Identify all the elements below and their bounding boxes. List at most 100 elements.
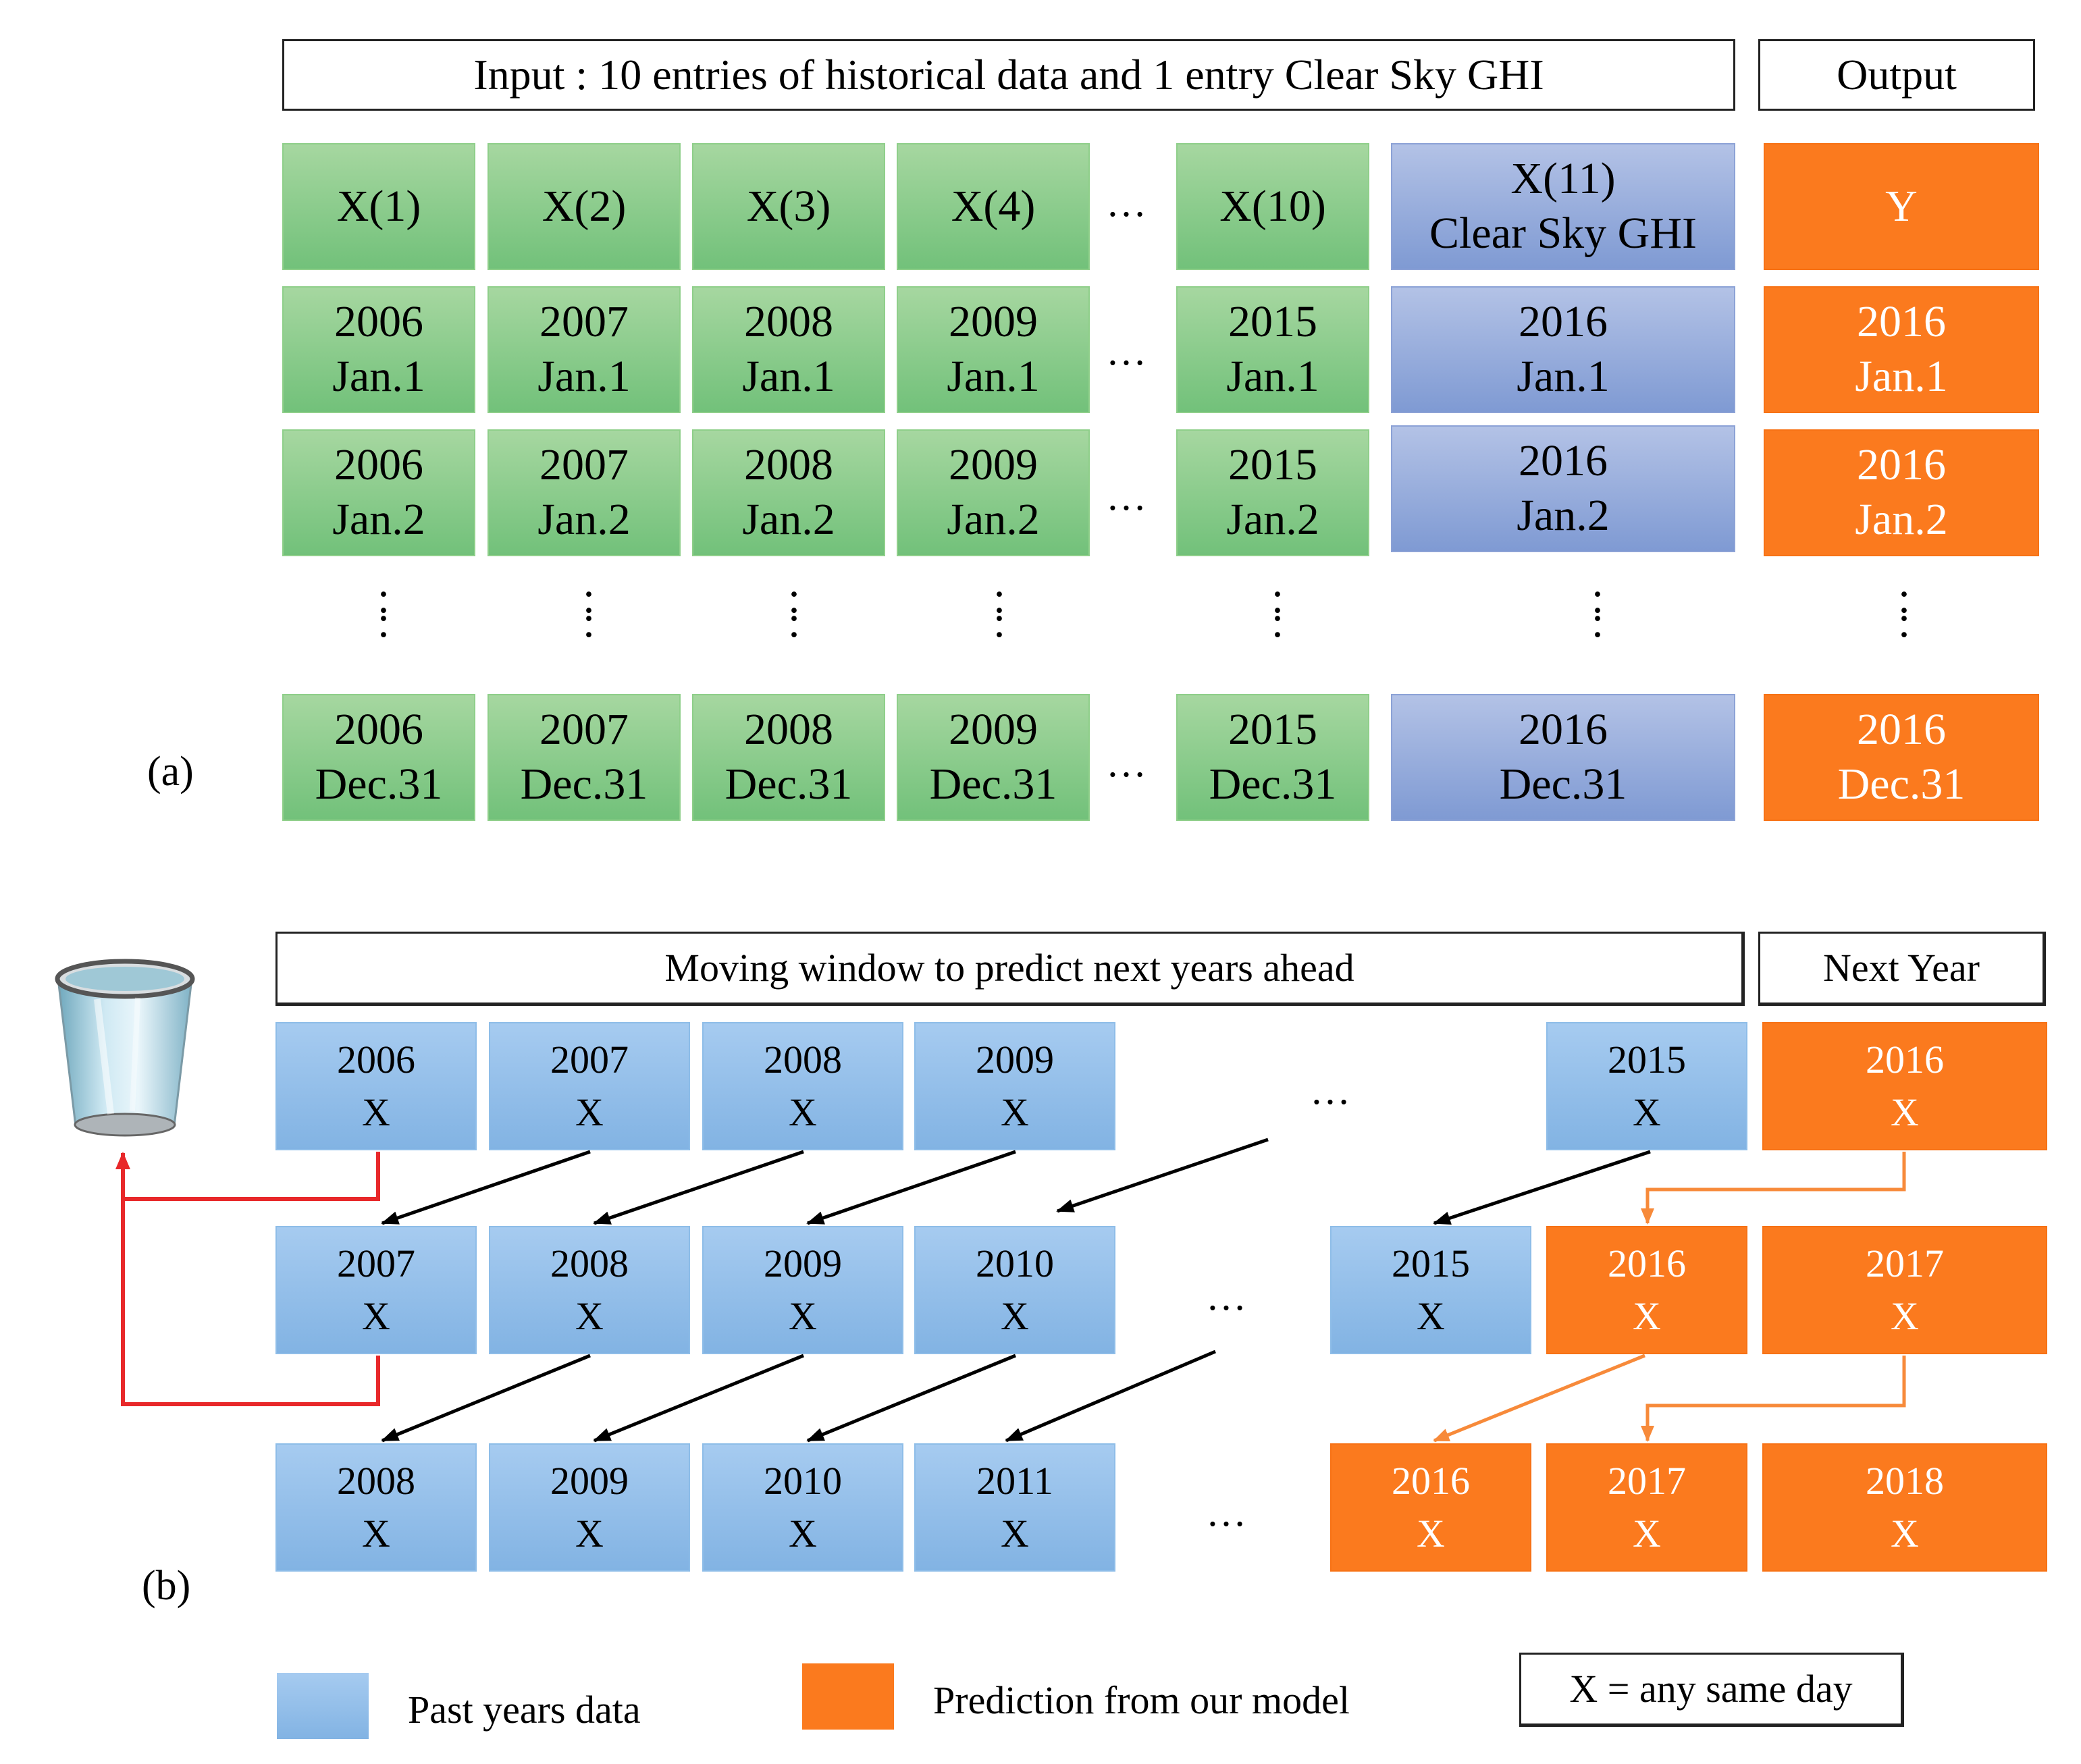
cell-text: X	[575, 1512, 604, 1555]
cell-text: 2007	[337, 1241, 415, 1285]
cell-text: 2009	[976, 1037, 1054, 1081]
cell-text: 2006	[334, 440, 423, 490]
cell-text: 2009	[949, 297, 1038, 347]
cell-text: 2008	[337, 1458, 415, 1503]
panel-a-label: (a)	[147, 749, 194, 795]
data-cell: 2007 Jan.1	[488, 286, 681, 413]
trash-bin-icon	[55, 959, 195, 1137]
ellipsis: …	[1206, 1274, 1246, 1318]
ellipsis: …	[1206, 1490, 1246, 1534]
cell-text: X	[1417, 1512, 1445, 1555]
cell-text: X	[789, 1090, 817, 1134]
ellipsis: …	[1310, 1068, 1350, 1113]
cell-text: Y	[1885, 181, 1918, 231]
data-cell: 2006 Jan.2	[282, 429, 475, 556]
cell-text: 2016	[1857, 705, 1946, 755]
cell-text: 2008	[744, 440, 833, 490]
prediction-feed-arrow	[1641, 1152, 1906, 1225]
discard-line	[121, 1199, 380, 1406]
output-header-text: Output	[1837, 51, 1957, 99]
input-header: Input : 10 entries of historical data an…	[282, 39, 1735, 111]
cell-text: Dec.31	[929, 759, 1057, 809]
ellipsis: …	[1106, 329, 1147, 373]
cell-text: Jan.2	[332, 495, 425, 544]
cell-text: 2016	[1857, 297, 1946, 347]
past-year-cell: 2007 X	[489, 1022, 690, 1150]
discard-arrow	[115, 1152, 380, 1201]
cell-text: X	[789, 1294, 817, 1338]
clear-sky-cell: 2016 Jan.2	[1391, 425, 1735, 552]
cell-text: X	[1891, 1512, 1919, 1555]
data-cell: 2009 Jan.2	[897, 429, 1090, 556]
output-header: Output	[1758, 39, 2035, 111]
data-cell: 2015 Dec.31	[1176, 694, 1369, 821]
ellipsis: …	[1106, 474, 1147, 518]
cell-text: X(11)	[1510, 154, 1616, 204]
cell-text: 2008	[744, 297, 833, 347]
prediction-feed-arrow	[1641, 1356, 1906, 1442]
data-cell: 2008 Dec.31	[692, 694, 885, 821]
x4-header-cell: X(4)	[897, 143, 1090, 270]
moving-window-header: Moving window to predict next years ahea…	[275, 932, 1745, 1006]
cell-text: Jan.1	[947, 352, 1040, 401]
past-year-cell: 2015 X	[1330, 1226, 1531, 1354]
cell-text: 2009	[949, 705, 1038, 755]
moving-window-header-text: Moving window to predict next years ahea…	[664, 946, 1354, 990]
legend-key-text: X = any same day	[1569, 1667, 1853, 1711]
cell-text: 2007	[550, 1037, 629, 1081]
cell-text: 2007	[539, 297, 629, 347]
past-year-cell: 2010 X	[914, 1226, 1115, 1354]
legend-past-swatch	[277, 1673, 369, 1739]
cell-text: 2009	[949, 440, 1038, 490]
cell-text: X	[362, 1512, 390, 1555]
past-year-cell: 2009 X	[489, 1443, 690, 1572]
cell-text: X	[789, 1512, 817, 1555]
cell-text: X(4)	[951, 181, 1036, 231]
past-year-cell: 2009 X	[702, 1226, 903, 1354]
cell-text: 2015	[1228, 705, 1317, 755]
data-cell: 2006 Dec.31	[282, 694, 475, 821]
panel-b-label: (b)	[142, 1563, 191, 1609]
past-year-cell: 2009 X	[914, 1022, 1115, 1150]
past-year-cell: 2010 X	[702, 1443, 903, 1572]
cell-text: X	[1001, 1294, 1029, 1338]
cell-text: Jan.1	[1517, 352, 1610, 401]
prediction-cell: 2018 X	[1762, 1443, 2047, 1572]
shift-arrow	[381, 1150, 591, 1225]
cell-text: Jan.2	[1226, 495, 1319, 544]
ellipsis: …	[1106, 180, 1147, 225]
cell-text: Jan.2	[1855, 495, 1948, 544]
input-header-text: Input : 10 entries of historical data an…	[473, 51, 1544, 99]
vertical-dots: : :	[582, 573, 596, 647]
past-year-cell: 2008 X	[702, 1022, 903, 1150]
cell-text: 2015	[1228, 440, 1317, 490]
cell-text: 2016	[1519, 297, 1608, 347]
cell-text: X(2)	[542, 181, 627, 231]
cell-text: Jan.1	[537, 352, 631, 401]
cell-text: Jan.1	[742, 352, 835, 401]
shift-arrow	[593, 1354, 804, 1443]
cell-text: X	[575, 1090, 604, 1134]
past-year-cell: 2007 X	[275, 1226, 477, 1354]
data-cell: 2008 Jan.2	[692, 429, 885, 556]
data-cell: 2008 Jan.1	[692, 286, 885, 413]
cell-text: Jan.2	[742, 495, 835, 544]
data-cell: 2007 Jan.2	[488, 429, 681, 556]
prediction-cell: 2016 X	[1330, 1443, 1531, 1572]
cell-text: 2016	[1866, 1037, 1944, 1081]
cell-text: Jan.2	[1517, 491, 1610, 540]
cell-text: X	[1633, 1294, 1661, 1338]
cell-text: 2006	[337, 1037, 415, 1081]
cell-text: X	[362, 1294, 390, 1338]
x2-header-cell: X(2)	[488, 143, 681, 270]
cell-text: 2008	[764, 1037, 842, 1081]
cell-text: X	[1417, 1294, 1445, 1338]
legend-prediction-swatch	[802, 1663, 894, 1730]
cell-text: 2011	[976, 1458, 1053, 1503]
cell-text: Jan.2	[947, 495, 1040, 544]
vertical-dots: : :	[993, 573, 1006, 647]
cell-text: 2017	[1608, 1458, 1686, 1503]
cell-text: 2016	[1857, 440, 1946, 490]
past-year-cell: 2015 X	[1546, 1022, 1747, 1150]
